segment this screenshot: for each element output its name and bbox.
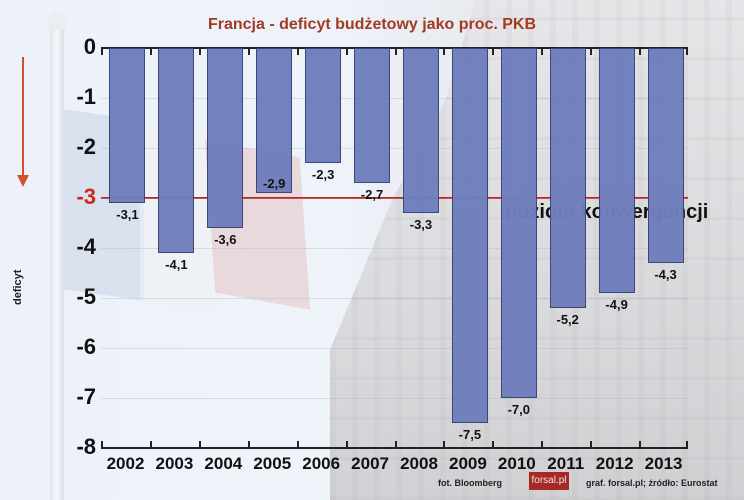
y-tick-label: 0: [83, 34, 96, 59]
axis-tick: [101, 441, 103, 449]
value-label: -4,1: [165, 257, 188, 272]
y-tick-label: -4: [76, 234, 96, 259]
axis-tick: [296, 47, 299, 55]
axis-tick: [394, 441, 397, 449]
value-label: -7,5: [458, 427, 482, 442]
axis-tick: [541, 441, 544, 449]
axis-tick: [686, 441, 688, 449]
bar-2011: [549, 48, 586, 308]
flagpole: [50, 30, 64, 500]
x-tick-label: 2003: [155, 454, 194, 473]
arrow-down-icon: [17, 175, 29, 187]
gridline: [101, 348, 688, 349]
deficit-arrow-icon: [22, 57, 24, 177]
gridline: [101, 248, 688, 249]
x-tick-label: 2008: [400, 454, 438, 473]
y-tick-label: -6: [76, 334, 96, 359]
value-label: -3,6: [214, 232, 237, 247]
axis-tick: [394, 47, 397, 55]
bar-2013: [647, 48, 684, 263]
x-tick-label: 2006: [302, 454, 341, 473]
x-tick-label: 2013: [644, 454, 683, 473]
axis-tick: [345, 441, 348, 449]
x-tick-label: 2002: [106, 454, 145, 473]
forsal-logo: forsal.pl: [529, 472, 569, 490]
y-tick-label: -3: [76, 184, 96, 209]
axis-tick: [101, 47, 103, 55]
bar-2012: [598, 48, 635, 293]
axis-tick: [541, 47, 544, 55]
axis-tick: [639, 47, 642, 55]
x-tick-label: 2010: [497, 454, 536, 473]
gridline: [101, 98, 688, 99]
bar-2002: [109, 48, 146, 203]
bar-2003: [158, 48, 195, 253]
axis-tick: [492, 441, 495, 449]
axis-tick: [198, 47, 201, 55]
value-label: -2,3: [311, 167, 335, 182]
y-tick-label: -8: [76, 434, 96, 459]
y-tick-label: -2: [76, 134, 96, 159]
x-tick-label: 2007: [351, 454, 389, 473]
axis-tick: [686, 47, 688, 55]
chart-title: Francja - deficyt budżetowy jako proc. P…: [207, 16, 537, 33]
value-label: -5,2: [556, 312, 579, 327]
bar-2005: [256, 48, 293, 193]
bar-2004: [207, 48, 244, 228]
axis-tick: [590, 441, 593, 449]
gridline: [101, 298, 688, 299]
axis-tick: [149, 441, 152, 449]
bar-2008: [402, 48, 439, 213]
y-tick-label: -1: [76, 84, 96, 109]
bar-2009: [451, 48, 488, 423]
axis-tick: [149, 47, 152, 55]
axis-tick: [296, 441, 299, 449]
axis-tick: [639, 441, 642, 449]
axis-tick: [443, 47, 446, 55]
bar-2006: [305, 48, 342, 163]
value-label: -7,0: [507, 402, 530, 417]
axis-tick: [247, 47, 250, 55]
x-tick-label: 2004: [204, 454, 243, 473]
convergence-reference-line: [101, 197, 688, 199]
value-label: -4,9: [605, 297, 628, 312]
y-tick-label: -7: [76, 384, 96, 409]
value-label: -2,7: [360, 187, 384, 202]
gridline: [101, 398, 688, 399]
bar-2010: [500, 48, 537, 398]
axis-tick: [198, 441, 201, 449]
axis-tick: [492, 47, 495, 55]
source-credit: graf. forsal.pl; źródło: Eurostat: [586, 478, 718, 488]
gridline: [101, 198, 688, 199]
x-tick-label: 2011: [547, 454, 585, 473]
axis-tick: [345, 47, 348, 55]
gridline: [101, 148, 688, 149]
x-tick-label: 2005: [253, 454, 292, 473]
y-tick-label: -5: [76, 284, 96, 309]
value-label: -4,3: [654, 267, 677, 282]
value-label: -3,3: [409, 217, 433, 232]
value-label: -2,9: [263, 176, 286, 191]
axis-tick: [443, 441, 446, 449]
axis-tick: [247, 441, 250, 449]
x-tick-label: 2009: [448, 454, 487, 473]
x-tick-label: 2012: [595, 454, 634, 473]
axis-tick: [590, 47, 593, 55]
bar-2007: [354, 48, 391, 183]
value-label: -3,1: [116, 207, 139, 222]
photo-credit: fot. Bloomberg: [438, 478, 502, 488]
